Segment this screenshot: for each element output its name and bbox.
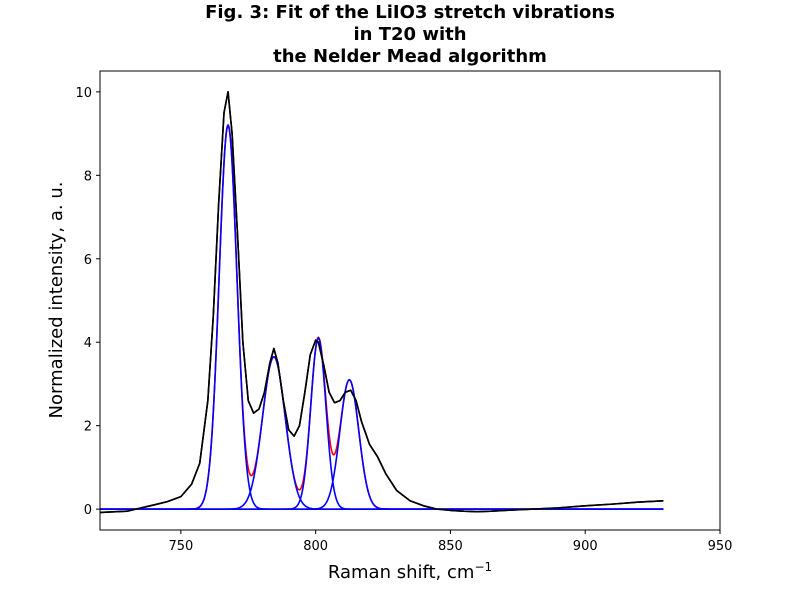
x-tick-label: 900 [573,539,598,554]
x-axis-label-unit-exponent: −1 [474,560,492,574]
chart-title-line-2: in T20 with [353,24,467,45]
x-tick-label: 800 [303,539,328,554]
series-line-component-4 [100,378,664,510]
series-line-measured-overlay [100,91,664,514]
y-axis-ticks: 0 2 4 6 8 10 [75,86,100,518]
x-axis-label-text: Raman shift, cm [328,562,475,583]
x-axis-label: Raman shift, cm−1 [328,560,492,583]
y-tick-label: 4 [84,336,92,351]
series-line-component-3 [100,336,664,510]
y-tick-label: 8 [84,169,92,184]
chart-title-line-3: the Nelder Mead algorithm [273,46,547,67]
series-layer [100,91,664,514]
y-tick-label: 0 [84,503,92,518]
series-line-component-2 [100,355,664,510]
series-line-fit-sum [100,123,664,510]
x-axis-ticks: 750 800 850 900 950 [168,530,732,554]
y-tick-label: 6 [84,253,92,268]
y-tick-label: 10 [75,86,92,101]
x-tick-label: 850 [438,539,463,554]
chart-title-line-1: Fig. 3: Fit of the LiIO3 stretch vibrati… [205,2,615,23]
series-line-component-1 [100,123,664,510]
x-tick-label: 950 [708,539,733,554]
chart-title: Fig. 3: Fit of the LiIO3 stretch vibrati… [0,2,800,68]
series-line-measured [100,91,664,514]
plot-frame [99,70,721,531]
y-axis-label: Normalized intensity, a. u. [46,182,67,419]
y-tick-label: 2 [84,420,92,435]
x-tick-label: 750 [168,539,193,554]
